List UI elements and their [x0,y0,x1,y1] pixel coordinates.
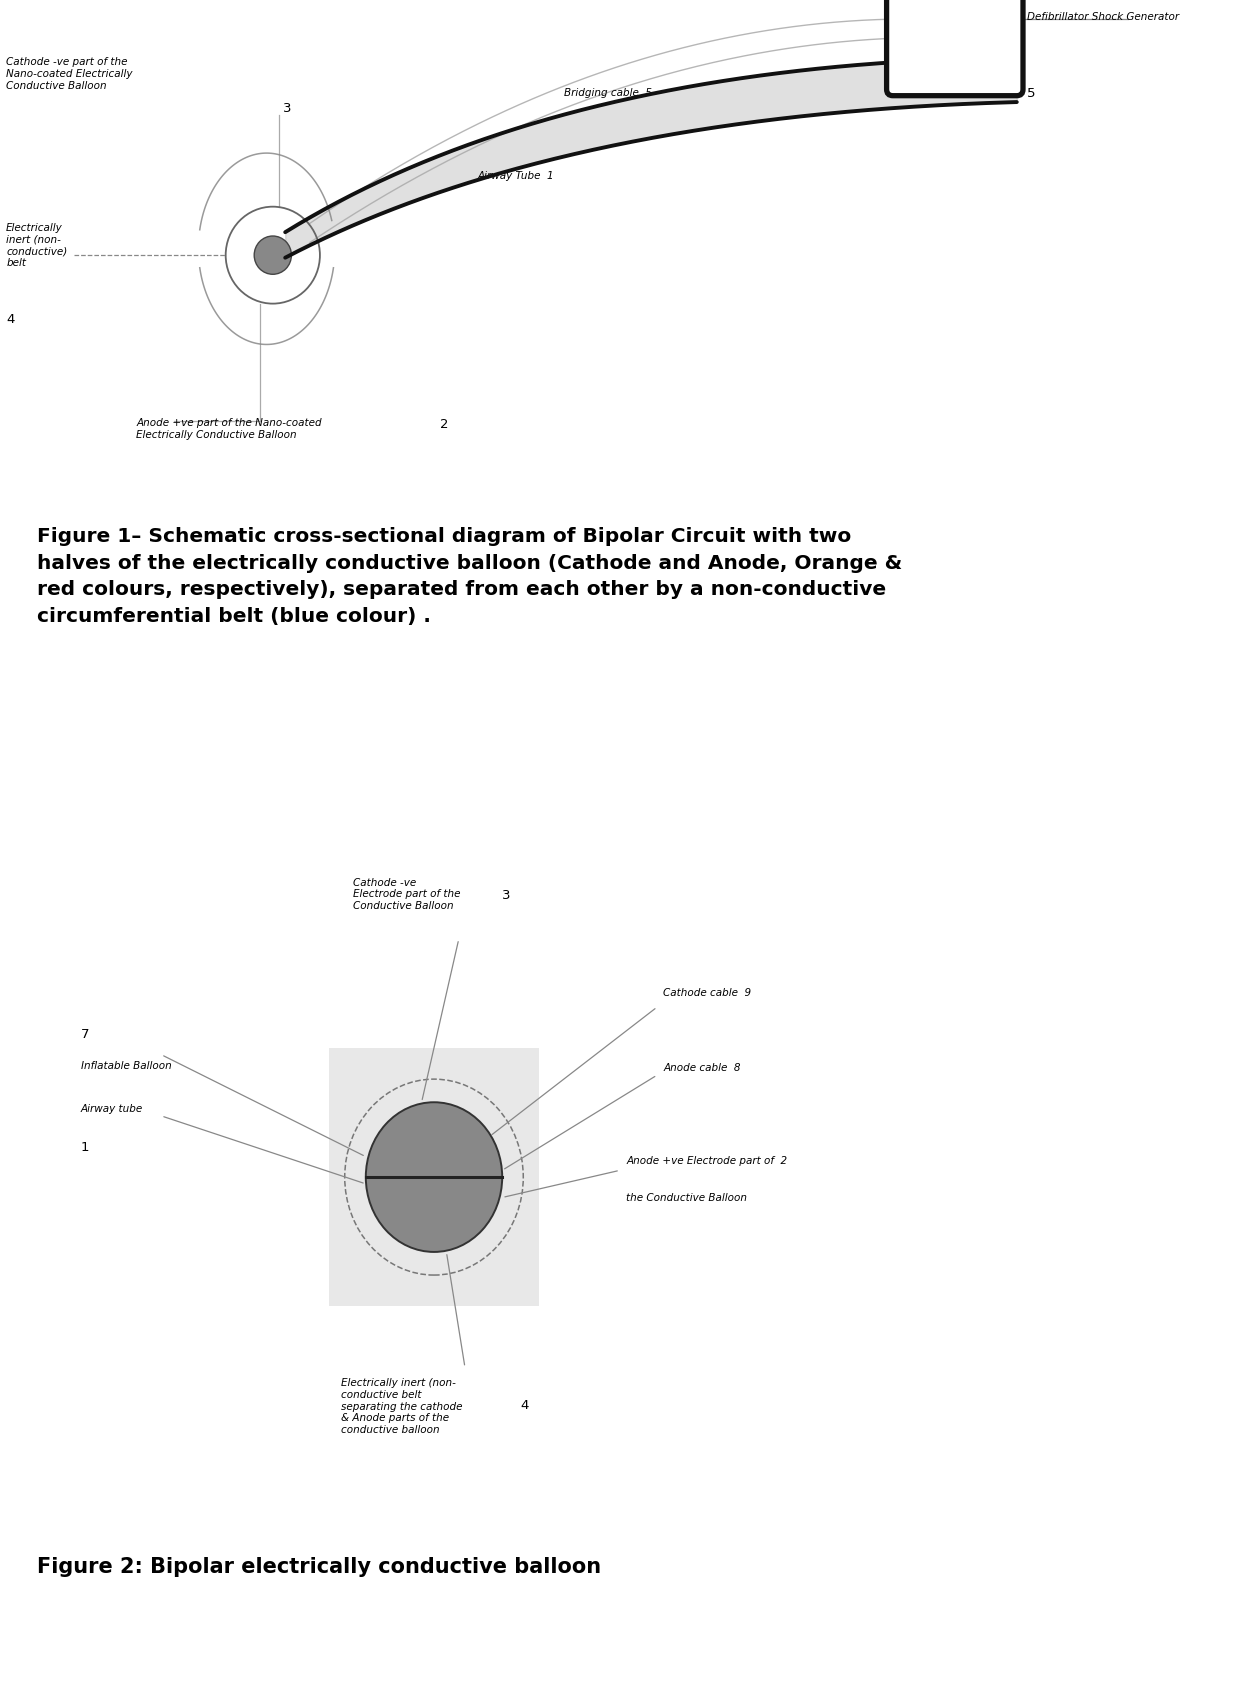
Text: 4: 4 [521,1400,529,1412]
Text: 2: 2 [440,418,449,432]
Text: Airway tube: Airway tube [81,1104,143,1114]
Ellipse shape [254,236,291,274]
Text: Cathode -ve
Electrode part of the
Conductive Balloon: Cathode -ve Electrode part of the Conduc… [353,878,461,912]
Text: 3: 3 [283,102,291,116]
Text: 4: 4 [6,313,15,325]
Text: 3: 3 [502,888,511,902]
Text: Cathode cable  9: Cathode cable 9 [663,988,751,998]
Text: Figure 2: Bipolar electrically conductive balloon: Figure 2: Bipolar electrically conductiv… [37,1558,601,1577]
Text: Airway Tube  1: Airway Tube 1 [477,172,554,180]
FancyBboxPatch shape [329,1048,539,1306]
Text: Figure 1– Schematic cross-sectional diagram of Bipolar Circuit with two
halves o: Figure 1– Schematic cross-sectional diag… [37,527,903,626]
Text: 1: 1 [81,1141,89,1153]
FancyBboxPatch shape [887,0,1023,95]
Text: 7: 7 [81,1027,89,1041]
Text: Electrically
inert (non-
conductive)
belt: Electrically inert (non- conductive) bel… [6,223,67,269]
Text: Cathode -ve part of the
Nano-coated Electrically
Conductive Balloon: Cathode -ve part of the Nano-coated Elec… [6,58,133,90]
Text: Anode +ve part of the Nano-coated
Electrically Conductive Balloon: Anode +ve part of the Nano-coated Electr… [136,418,322,441]
Text: Electrically inert (non-
conductive belt
separating the cathode
& Anode parts of: Electrically inert (non- conductive belt… [341,1378,463,1436]
Text: Anode cable  8: Anode cable 8 [663,1063,742,1073]
Text: the Conductive Balloon: the Conductive Balloon [626,1192,748,1203]
Text: Bridging cable  5: Bridging cable 5 [564,88,652,99]
Text: 5: 5 [1027,87,1035,100]
Text: Inflatable Balloon: Inflatable Balloon [81,1060,171,1070]
Text: Defibrillator Shock Generator: Defibrillator Shock Generator [1027,12,1179,22]
Text: Anode +ve Electrode part of  2: Anode +ve Electrode part of 2 [626,1155,787,1165]
Circle shape [366,1102,502,1252]
